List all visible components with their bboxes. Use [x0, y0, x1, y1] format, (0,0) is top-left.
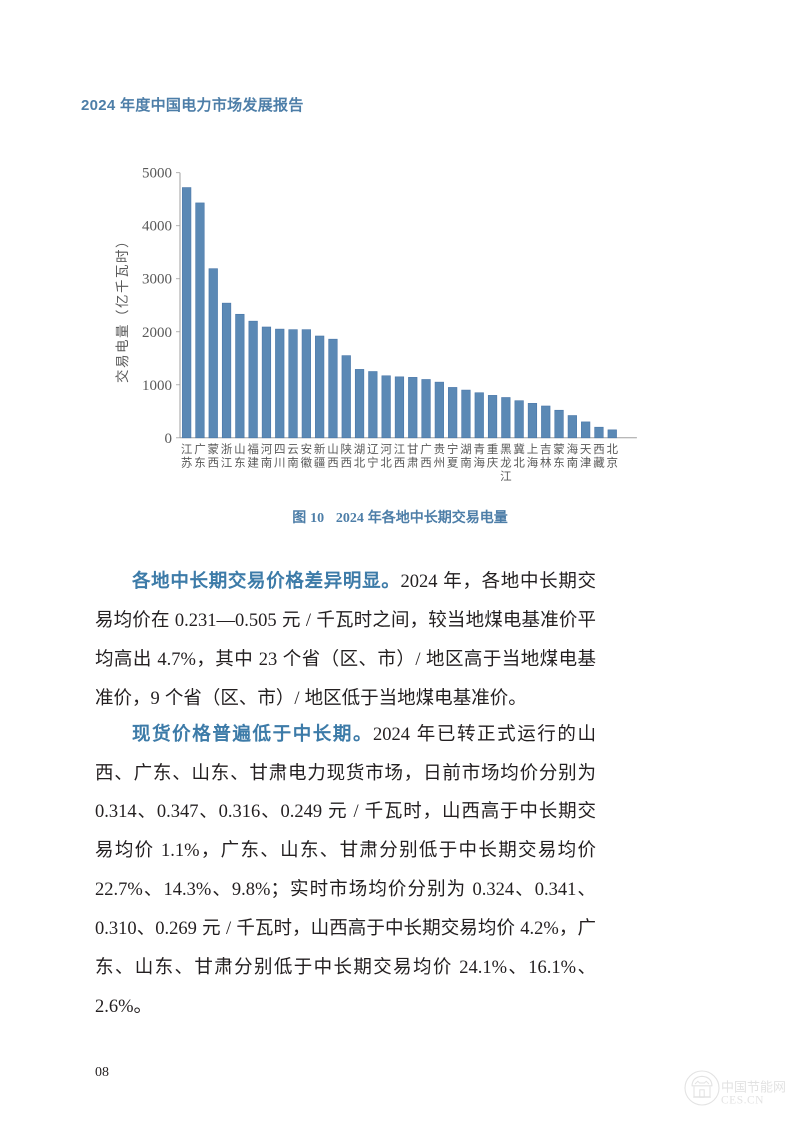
- svg-text:夏: 夏: [447, 456, 459, 469]
- svg-text:东: 东: [553, 456, 565, 469]
- svg-text:江: 江: [221, 456, 233, 469]
- svg-text:津: 津: [580, 456, 592, 469]
- svg-text:蒙: 蒙: [553, 443, 565, 456]
- svg-text:黑: 黑: [500, 443, 512, 456]
- svg-text:江: 江: [500, 470, 512, 483]
- svg-text:南: 南: [287, 455, 299, 469]
- svg-text:江: 江: [394, 443, 406, 456]
- svg-text:苏: 苏: [181, 456, 193, 469]
- svg-text:新: 新: [314, 442, 326, 456]
- svg-text:交易电量（亿千瓦时）: 交易电量（亿千瓦时）: [114, 233, 130, 383]
- svg-text:宁: 宁: [367, 455, 379, 469]
- svg-text:吉: 吉: [540, 443, 552, 456]
- svg-text:浙: 浙: [221, 443, 233, 456]
- svg-text:东: 东: [234, 456, 246, 469]
- svg-text:CES.CN: CES.CN: [721, 1095, 764, 1107]
- svg-text:林: 林: [540, 455, 552, 469]
- svg-text:3000: 3000: [142, 272, 172, 288]
- svg-text:4000: 4000: [142, 219, 172, 235]
- svg-text:南: 南: [460, 455, 472, 469]
- svg-text:南: 南: [567, 455, 579, 469]
- svg-text:湖: 湖: [354, 442, 366, 456]
- svg-text:西: 西: [420, 457, 432, 469]
- svg-text:5000: 5000: [142, 166, 172, 182]
- svg-text:广: 广: [194, 443, 206, 456]
- svg-text:南: 南: [261, 455, 273, 469]
- svg-text:云: 云: [287, 444, 299, 456]
- svg-text:河: 河: [261, 443, 273, 456]
- svg-text:西: 西: [341, 457, 353, 469]
- svg-text:藏: 藏: [593, 456, 605, 469]
- svg-text:北: 北: [354, 456, 366, 469]
- svg-text:川: 川: [274, 456, 286, 469]
- svg-text:海: 海: [527, 455, 539, 469]
- svg-text:山: 山: [234, 443, 246, 456]
- svg-text:海: 海: [567, 442, 579, 456]
- svg-text:山: 山: [327, 443, 339, 456]
- svg-text:肃: 肃: [407, 456, 419, 469]
- svg-text:海: 海: [474, 455, 486, 469]
- svg-text:贵: 贵: [434, 443, 446, 456]
- svg-text:中国节能网: 中国节能网: [721, 1080, 786, 1095]
- svg-text:龙: 龙: [500, 456, 512, 469]
- svg-text:辽: 辽: [367, 443, 379, 456]
- svg-text:江: 江: [181, 443, 193, 456]
- svg-text:建: 建: [247, 455, 259, 469]
- svg-text:西: 西: [593, 444, 605, 456]
- svg-text:甘: 甘: [407, 443, 419, 456]
- svg-text:湖: 湖: [460, 442, 472, 456]
- svg-text:东: 东: [194, 456, 206, 469]
- svg-text:安: 安: [301, 442, 313, 456]
- svg-text:疆: 疆: [314, 456, 326, 469]
- svg-text:京: 京: [607, 455, 619, 469]
- svg-text:西: 西: [208, 457, 220, 469]
- svg-text:1000: 1000: [142, 378, 172, 394]
- svg-text:陕: 陕: [341, 442, 353, 456]
- svg-text:西: 西: [394, 457, 406, 469]
- svg-text:宁: 宁: [447, 442, 459, 456]
- svg-text:庆: 庆: [487, 455, 499, 469]
- svg-text:2000: 2000: [142, 325, 172, 341]
- svg-text:冀: 冀: [513, 442, 525, 456]
- svg-text:四: 四: [274, 444, 286, 456]
- svg-text:广: 广: [420, 443, 432, 456]
- svg-text:青: 青: [474, 443, 486, 456]
- svg-text:天: 天: [580, 444, 592, 456]
- svg-text:0: 0: [165, 431, 173, 447]
- svg-text:蒙: 蒙: [208, 443, 220, 456]
- svg-text:北: 北: [380, 456, 392, 469]
- svg-text:徽: 徽: [301, 455, 313, 469]
- svg-text:州: 州: [434, 456, 446, 469]
- svg-text:北: 北: [607, 443, 619, 456]
- svg-text:福: 福: [247, 442, 259, 456]
- svg-text:重: 重: [487, 442, 499, 456]
- svg-text:西: 西: [327, 457, 339, 469]
- svg-text:河: 河: [380, 443, 392, 456]
- svg-text:上: 上: [527, 443, 539, 456]
- svg-text:北: 北: [513, 456, 525, 469]
